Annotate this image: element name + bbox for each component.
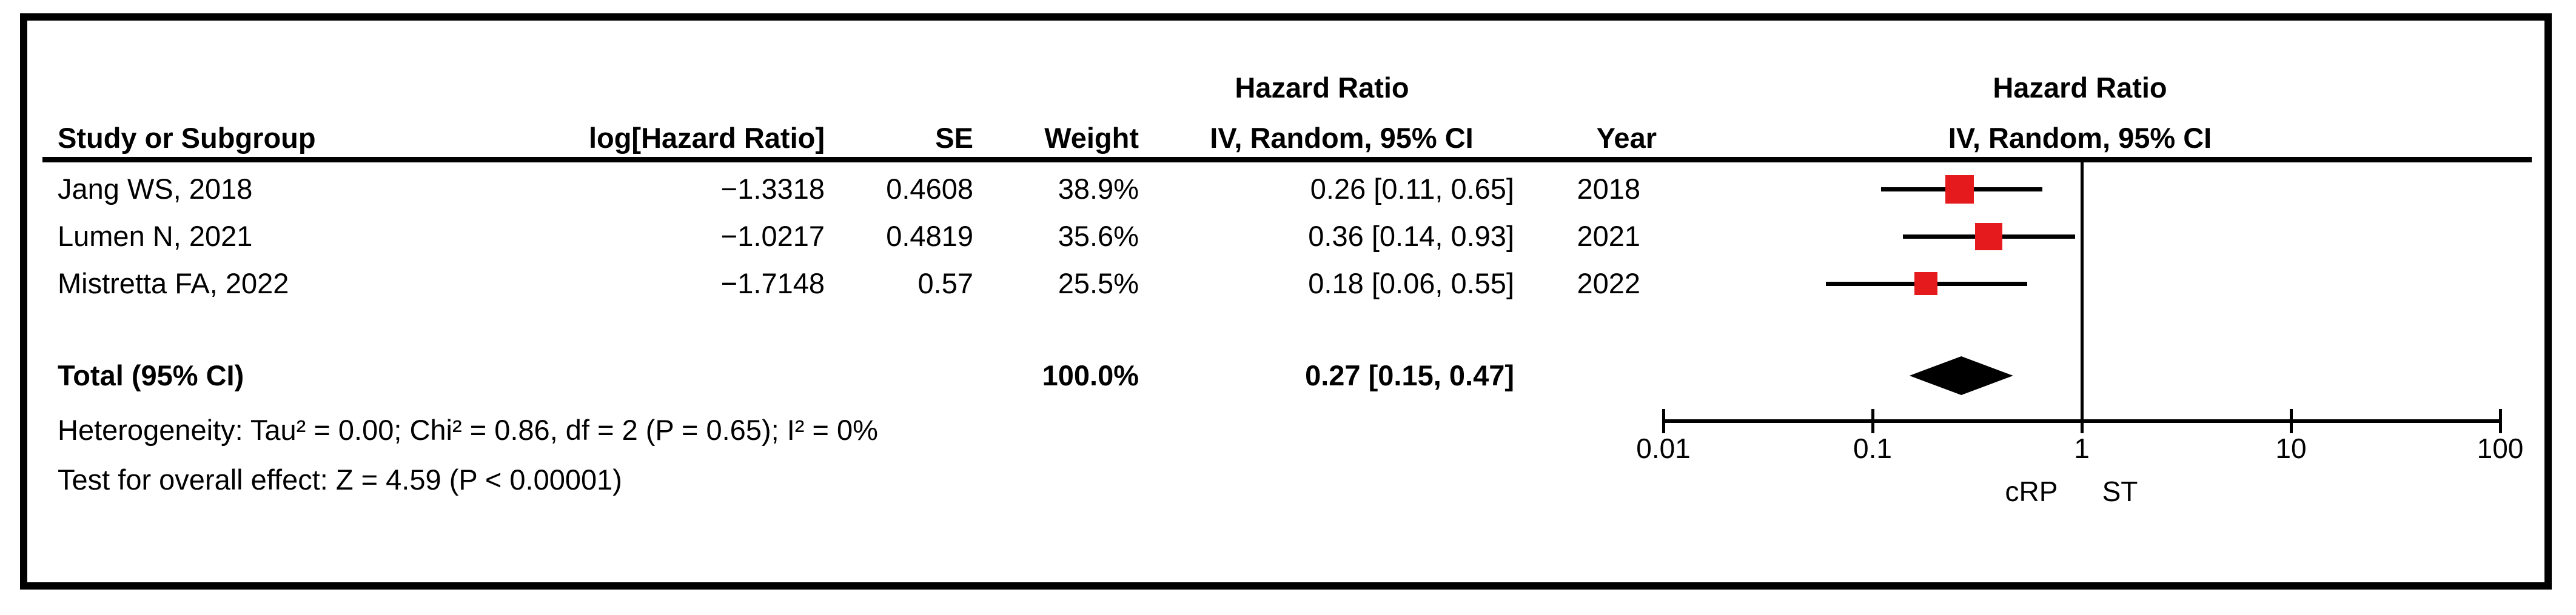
year-value: 2018 — [1577, 173, 1640, 205]
axis-tick — [2081, 409, 2084, 433]
effect-square — [1945, 175, 1974, 204]
total-label: Total (95% CI) — [58, 359, 244, 391]
ci-value: 0.26 [0.11, 0.65] — [1310, 173, 1514, 205]
se-value: 0.57 — [917, 267, 973, 299]
total-weight: 100.0% — [1042, 359, 1139, 391]
overall-effect-note: Test for overall effect: Z = 4.59 (P < 0… — [58, 464, 622, 496]
axis-tick — [1871, 409, 1874, 433]
effect-title-left: Hazard Ratio — [1235, 71, 1409, 104]
log-hr-value: −1.0217 — [720, 220, 825, 252]
log-hr-value: −1.7148 — [720, 267, 825, 299]
col-header-study: Study or Subgroup — [58, 122, 316, 154]
axis-tick-label: 0.1 — [1853, 433, 1892, 464]
favours-right-label: ST — [2102, 476, 2138, 507]
se-value: 0.4819 — [886, 220, 973, 252]
axis-tick — [1662, 409, 1665, 433]
effect-square — [1975, 223, 2002, 250]
weight-value: 35.6% — [1058, 220, 1139, 252]
axis-tick-label: 0.01 — [1636, 433, 1691, 464]
col-header-year: Year — [1596, 122, 1657, 154]
axis-tick-label: 10 — [2275, 433, 2307, 464]
total-ci: 0.27 [0.15, 0.47] — [1305, 359, 1514, 391]
effect-square — [1914, 272, 1937, 295]
col-header-ci: IV, Random, 95% CI — [1210, 122, 1474, 154]
null-effect-line — [2081, 162, 2084, 421]
weight-value: 38.9% — [1058, 173, 1139, 205]
log-hr-value: −1.3318 — [720, 173, 825, 205]
header-rule — [42, 157, 2532, 162]
se-value: 0.4608 — [886, 173, 973, 205]
col-header-weight: Weight — [1044, 122, 1139, 154]
year-value: 2022 — [1577, 267, 1640, 299]
weight-value: 25.5% — [1058, 267, 1139, 299]
effect-subtitle-right: IV, Random, 95% CI — [1948, 122, 2212, 154]
ci-value: 0.36 [0.14, 0.93] — [1308, 220, 1514, 252]
figure-border — [20, 13, 2552, 590]
axis-tick — [2499, 409, 2502, 433]
study-label: Lumen N, 2021 — [58, 220, 253, 252]
effect-title-right: Hazard Ratio — [1993, 71, 2167, 104]
heterogeneity-note: Heterogeneity: Tau² = 0.00; Chi² = 0.86,… — [58, 414, 878, 446]
axis-tick-label: 100 — [2477, 433, 2524, 464]
ci-value: 0.18 [0.06, 0.55] — [1308, 267, 1514, 299]
year-value: 2021 — [1577, 220, 1640, 252]
favours-left-label: cRP — [2005, 476, 2058, 507]
axis-tick — [2290, 409, 2293, 433]
study-label: Jang WS, 2018 — [58, 173, 253, 205]
col-header-log-hr: log[Hazard Ratio] — [588, 122, 825, 154]
col-header-se: SE — [935, 122, 973, 154]
axis-tick-label: 1 — [2074, 433, 2090, 464]
study-label: Mistretta FA, 2022 — [58, 267, 289, 299]
